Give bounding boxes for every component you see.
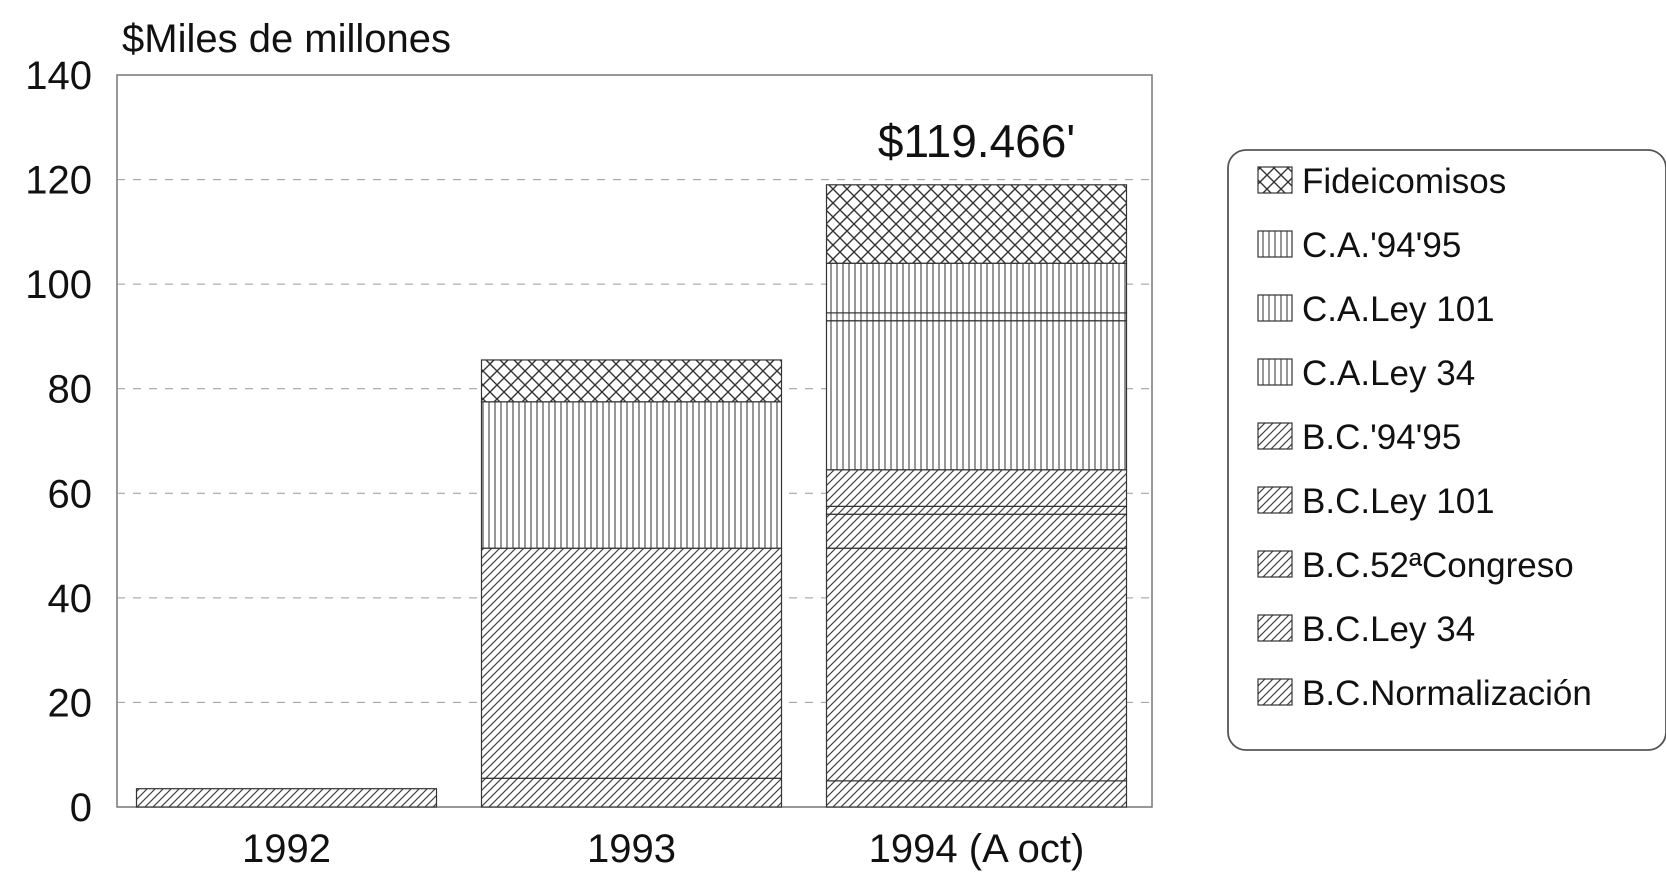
legend-label: B.C.Ley 34: [1302, 610, 1475, 649]
bars: [135, 184, 1128, 808]
legend-label: Fideicomisos: [1302, 162, 1506, 201]
bar-segment: [135, 788, 438, 808]
legend-swatch: [1257, 486, 1293, 514]
legend-swatch: [1257, 358, 1293, 386]
legend-swatch: [1257, 230, 1293, 258]
x-tick-label: 1993: [587, 827, 676, 871]
legend-swatch: [1257, 294, 1293, 322]
total-annotation: $119.466': [878, 115, 1075, 167]
legend-box: [1227, 149, 1666, 751]
x-tick-label: 1992: [242, 827, 331, 871]
y-axis-ticks: 0 20 40 60 80 100 120 140: [25, 54, 92, 830]
bar-segment: [825, 780, 1128, 808]
y-tick-label: 60: [48, 472, 93, 516]
y-tick-label: 100: [25, 263, 92, 307]
legend-swatch: [1257, 550, 1293, 578]
legend-label: B.C.52ªCongreso: [1302, 546, 1574, 585]
bar-segment: [825, 184, 1128, 264]
y-tick-label: 20: [48, 681, 93, 725]
bar-segment: [825, 320, 1128, 471]
bar-segment: [480, 359, 783, 403]
bar-segment: [825, 312, 1128, 322]
legend-label: B.C.Normalización: [1302, 674, 1592, 713]
y-tick-label: 0: [70, 786, 92, 830]
y-tick-label: 40: [48, 577, 93, 621]
legend-swatch: [1257, 422, 1293, 450]
bar-segment: [825, 513, 1128, 549]
bar-segment: [825, 547, 1128, 782]
bar-segment: [825, 469, 1128, 507]
y-tick-label: 80: [48, 368, 93, 412]
bar-segment: [825, 262, 1128, 314]
x-tick-label: 1994 (A oct): [869, 827, 1085, 871]
legend-label: C.A.Ley 101: [1302, 290, 1495, 329]
legend-swatch: [1257, 614, 1293, 642]
y-axis-unit-label: $Miles de millones: [122, 17, 451, 61]
legend-label: B.C.Ley 101: [1302, 482, 1495, 521]
legend-swatch: [1257, 678, 1293, 706]
legend-label: C.A.Ley 34: [1302, 354, 1475, 393]
legend: Fideicomisos C.A.'94'95 C.A.Ley 101 C.A.Ley…: [1227, 149, 1666, 751]
bar-segment: [480, 401, 783, 549]
x-axis-ticks: 1992 1993 1994 (A oct): [242, 827, 1084, 871]
y-tick-label: 140: [25, 54, 92, 98]
bar-segment: [825, 505, 1128, 515]
legend-label: B.C.'94'95: [1302, 418, 1461, 457]
y-tick-label: 120: [25, 159, 92, 203]
legend-label: C.A.'94'95: [1302, 226, 1461, 265]
legend-swatch: [1257, 166, 1293, 194]
bar-segment: [480, 547, 783, 779]
bar-segment: [480, 777, 783, 808]
